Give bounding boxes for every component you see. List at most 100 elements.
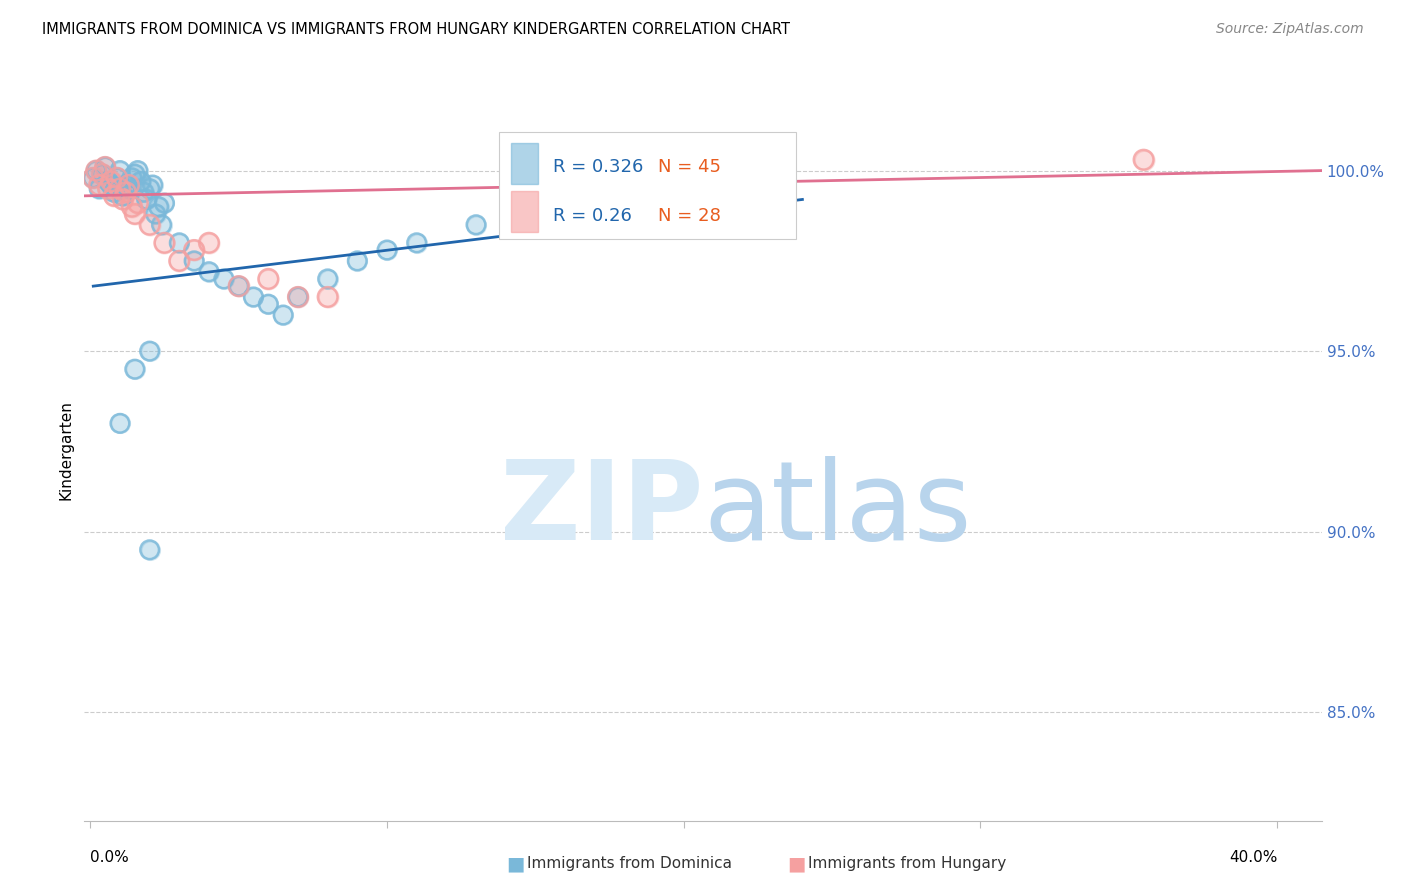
Point [138, 218, 160, 232]
Point [84, 163, 107, 178]
Point [153, 196, 176, 211]
Point [198, 265, 221, 279]
Point [150, 218, 173, 232]
Point [465, 218, 488, 232]
Point [94, 160, 117, 174]
Point [132, 186, 155, 200]
Point [346, 253, 368, 268]
Point [228, 279, 250, 293]
Text: Source: ZipAtlas.com: Source: ZipAtlas.com [1216, 22, 1364, 37]
Bar [512, 144, 538, 184]
Point [228, 279, 250, 293]
Text: N = 28: N = 28 [658, 207, 721, 225]
Text: 0.0%: 0.0% [90, 849, 129, 864]
Point [554, 200, 576, 214]
Point [316, 290, 339, 304]
Point [100, 178, 122, 192]
Point [82, 170, 104, 185]
Point [94, 160, 117, 174]
Point [271, 308, 294, 322]
Point [138, 344, 160, 359]
Point [135, 193, 157, 207]
Point [524, 181, 547, 195]
Point [91, 167, 114, 181]
Point [242, 290, 264, 304]
Point [316, 290, 339, 304]
Point [169, 253, 191, 268]
Point [94, 160, 117, 174]
FancyBboxPatch shape [499, 132, 796, 239]
Point [105, 170, 128, 185]
Point [111, 189, 134, 203]
Point [271, 308, 294, 322]
Point [103, 189, 125, 203]
Point [103, 186, 125, 200]
Point [316, 272, 339, 286]
Point [138, 181, 160, 195]
Point [124, 362, 146, 376]
Point [228, 279, 250, 293]
Point [97, 174, 120, 188]
Point [89, 178, 111, 192]
Point [105, 170, 128, 185]
Point [142, 178, 165, 192]
Point [169, 235, 191, 250]
Point [346, 253, 368, 268]
Point [84, 163, 107, 178]
Point [127, 196, 149, 211]
Point [97, 181, 120, 195]
Point [108, 163, 131, 178]
Point [138, 542, 160, 557]
Point [212, 272, 235, 286]
Point [124, 207, 146, 221]
Point [145, 207, 167, 221]
Point [127, 163, 149, 178]
Point [100, 174, 122, 188]
Text: IMMIGRANTS FROM DOMINICA VS IMMIGRANTS FROM HUNGARY KINDERGARTEN CORRELATION CHA: IMMIGRANTS FROM DOMINICA VS IMMIGRANTS F… [42, 22, 790, 37]
Point [97, 181, 120, 195]
Point [287, 290, 309, 304]
Text: 40.0%: 40.0% [1229, 849, 1277, 864]
Point [124, 362, 146, 376]
Point [183, 253, 205, 268]
Point [82, 170, 104, 185]
Point [121, 170, 143, 185]
Point [405, 235, 427, 250]
Point [138, 344, 160, 359]
Point [115, 186, 138, 200]
Point [124, 167, 146, 181]
Point [89, 181, 111, 195]
Text: N = 45: N = 45 [658, 158, 721, 176]
Point [1132, 153, 1154, 167]
Point [153, 235, 176, 250]
Point [108, 417, 131, 431]
Point [198, 235, 221, 250]
Point [183, 243, 205, 257]
Point [287, 290, 309, 304]
Point [405, 235, 427, 250]
Point [257, 272, 280, 286]
Point [97, 174, 120, 188]
Point [153, 196, 176, 211]
Point [142, 178, 165, 192]
Point [127, 196, 149, 211]
Text: R = 0.326: R = 0.326 [554, 158, 644, 176]
Point [108, 181, 131, 195]
Point [465, 218, 488, 232]
Point [183, 243, 205, 257]
Point [118, 181, 141, 195]
Point [100, 178, 122, 192]
Point [82, 170, 104, 185]
Point [257, 297, 280, 311]
Point [524, 181, 547, 195]
Point [82, 170, 104, 185]
Point [583, 200, 606, 214]
Point [198, 235, 221, 250]
Point [94, 160, 117, 174]
Point [613, 193, 636, 207]
Point [111, 189, 134, 203]
Point [145, 207, 167, 221]
Point [169, 235, 191, 250]
Point [554, 200, 576, 214]
Point [121, 170, 143, 185]
